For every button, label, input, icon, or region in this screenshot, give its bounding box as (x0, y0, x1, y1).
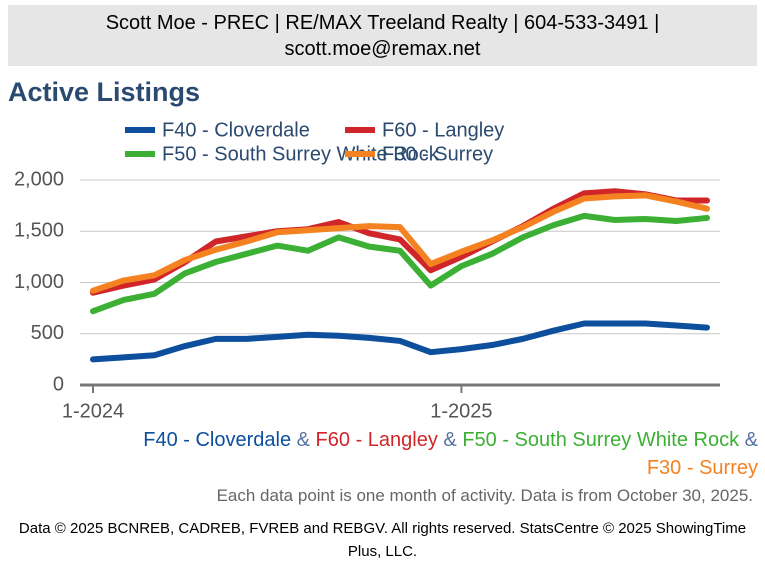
footer: Data © 2025 BCNREB, CADREB, FVREB and RE… (18, 520, 747, 560)
x-tick-label: 1-2025 (430, 400, 492, 422)
legend-label: F60 - Langley (382, 119, 504, 141)
chart-title: Active Listings (8, 77, 200, 107)
caption-series: F40 - Cloverdale (143, 429, 292, 451)
series-line (90, 188, 710, 296)
y-tick-label: 0 (53, 373, 64, 395)
y-tick-label: 500 (31, 322, 64, 344)
legend-label: F50 - South Surrey White Rock (162, 143, 440, 165)
y-tick-label: 1,000 (14, 271, 64, 293)
series-line (90, 212, 710, 315)
note: Each data point is one month of activity… (216, 486, 753, 505)
y-tick-label: 2,000 (14, 168, 64, 190)
caption-series: F30 - Surrey (646, 457, 758, 479)
series-line (90, 320, 710, 363)
legend-label: F30 - Surrey (382, 143, 493, 165)
x-tick-label: 1-2024 (62, 400, 124, 422)
caption-joiner: & (744, 429, 758, 451)
caption-series: F60 - Langley (315, 429, 438, 451)
caption: F40 - Cloverdale & F60 - Langley & F50 -… (110, 426, 758, 482)
caption-series: F50 - South Surrey White Rock (462, 429, 740, 451)
caption-joiner: & (443, 429, 457, 451)
caption-joiner: & (296, 429, 310, 451)
header: Scott Moe - PREC | RE/MAX Treeland Realt… (8, 5, 757, 66)
y-tick-label: 1,500 (14, 220, 64, 242)
series-line (90, 192, 710, 294)
legend-label: F40 - Cloverdale (162, 119, 310, 141)
